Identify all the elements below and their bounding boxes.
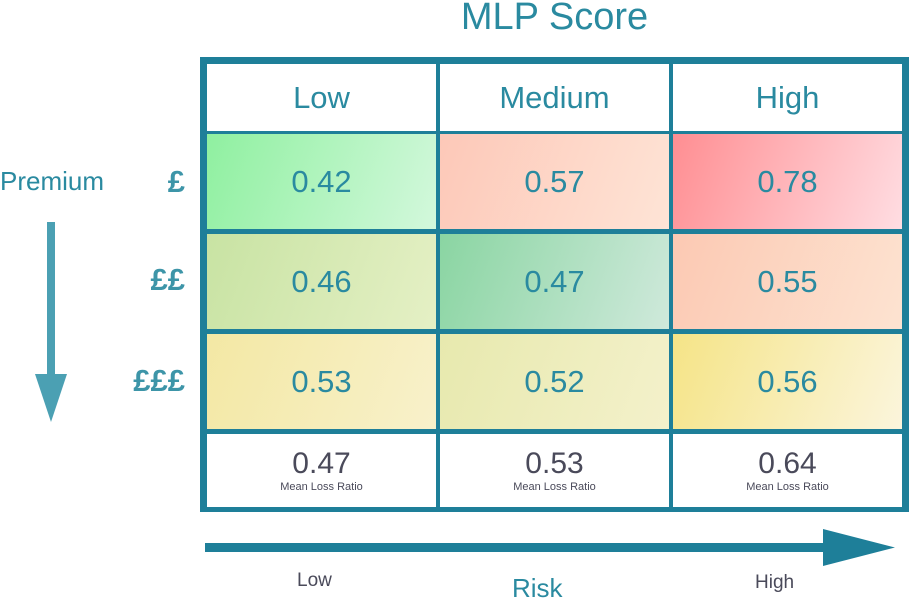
heatmap-cell: 0.56: [673, 334, 902, 429]
heatmap-cell: 0.46: [207, 234, 436, 329]
row-label-premium: £££: [133, 363, 185, 398]
y-axis-label: Premium: [0, 166, 105, 196]
x-axis-high-label: High: [755, 572, 795, 593]
column-header-medium: Medium: [440, 64, 669, 131]
mean-loss-ratio-cell: 0.47 Mean Loss Ratio: [207, 434, 436, 507]
mean-label: Mean Loss Ratio: [513, 480, 596, 493]
mean-value: 0.53: [525, 446, 584, 480]
heatmap-cell: 0.42: [207, 134, 436, 229]
column-header-low: Low: [207, 64, 436, 131]
column-header-high: High: [673, 64, 902, 131]
premium-arrow-shaft: [47, 222, 55, 382]
heatmap-cell: 0.52: [440, 334, 669, 429]
heatmap-cell: 0.47: [440, 234, 669, 329]
mean-loss-ratio-cell: 0.53 Mean Loss Ratio: [440, 434, 669, 507]
premium-arrow-icon: [35, 222, 67, 422]
heatmap-cell: 0.57: [440, 134, 669, 229]
premium-arrow-head: [35, 374, 67, 422]
heatmap-cell: 0.78: [673, 134, 902, 229]
mean-label: Mean Loss Ratio: [280, 480, 363, 493]
mean-value: 0.64: [758, 446, 817, 480]
chart-title: MLP Score: [460, 0, 649, 38]
heatmap-grid: Low Medium High 0.42 0.57 0.78 0.46 0.47 0.55 0.5…: [200, 57, 909, 512]
x-axis-low-label: Low: [297, 570, 332, 591]
heatmap-cell: 0.55: [673, 234, 902, 329]
mean-loss-ratio-cell: 0.64 Mean Loss Ratio: [673, 434, 902, 507]
risk-arrow-head: [823, 529, 895, 566]
heatmap-cell: 0.53: [207, 334, 436, 429]
row-label-premium: £: [167, 164, 185, 199]
risk-arrow-shaft: [205, 543, 835, 552]
row-label-premium: ££: [150, 262, 185, 297]
risk-arrow-icon: [205, 529, 895, 566]
x-axis-label: Risk: [512, 573, 563, 603]
mean-value: 0.47: [292, 446, 351, 480]
mean-label: Mean Loss Ratio: [746, 480, 829, 493]
